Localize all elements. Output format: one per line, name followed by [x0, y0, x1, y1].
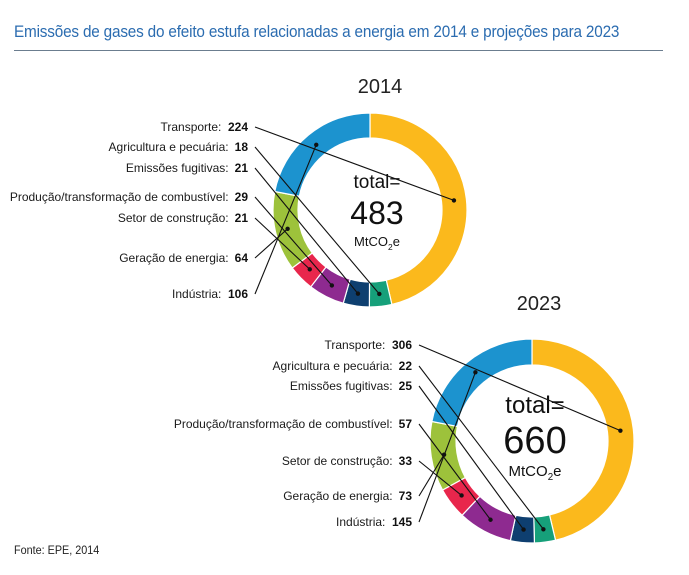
leader-dot: [285, 226, 290, 232]
donut-2014: 2014 224 Transporte: 18 Agricultura e pecuár…: [10, 76, 468, 308]
value-label: 64: [235, 251, 249, 265]
category-label: Transporte:: [324, 338, 385, 352]
leader-line-emissoes-fugitivas: [254, 167, 359, 294]
category-label: Emissões fugitivas:: [126, 161, 229, 175]
slice-transporte: [369, 112, 468, 306]
slice-industria: [274, 112, 371, 197]
chart-year-title: 2023: [517, 293, 562, 315]
leader-line-setor-de-construcao: [418, 460, 462, 496]
leader-line-transporte: [254, 126, 455, 201]
value-label: 57: [399, 417, 413, 431]
leader-dot: [355, 291, 361, 296]
category-label: Produção/transformação de combustível:: [174, 417, 393, 431]
category-label: Indústria:: [336, 515, 385, 529]
value-label: 306: [392, 338, 412, 352]
leader-dot: [473, 370, 478, 375]
value-label: 22: [399, 359, 413, 373]
slice-transporte: [531, 338, 635, 541]
leader-line-geracao-de-energia: [418, 454, 445, 497]
category-label: Geração de energia:: [119, 251, 228, 265]
category-label: Emissões fugitivas:: [290, 379, 393, 393]
category-label: Produção/transformação de combustível:: [10, 190, 229, 204]
value-label: 224: [228, 120, 248, 134]
leader-line-agricultura-e-pecuaria: [418, 365, 544, 530]
category-label: Agricultura e pecuária:: [273, 359, 393, 373]
value-label: 18: [235, 140, 249, 154]
total-unit: MtCO2e: [509, 463, 562, 483]
value-label: 73: [399, 489, 413, 503]
value-label: 25: [399, 379, 413, 393]
category-label: Setor de construção:: [118, 211, 229, 225]
total-value: 483: [350, 195, 403, 231]
value-label: 145: [392, 515, 412, 529]
leader-line-industria: [418, 372, 476, 523]
leader-dot: [451, 198, 457, 203]
leader-dot: [521, 527, 526, 532]
source-note: Fonte: EPE, 2014: [14, 543, 100, 557]
leader-line-emissoes-fugitivas: [418, 385, 524, 530]
leader-line-setor-de-construcao: [254, 217, 311, 270]
category-label: Transporte:: [160, 120, 221, 134]
value-label: 21: [235, 161, 249, 175]
category-label: Setor de construção:: [282, 454, 393, 468]
slice-industria: [431, 338, 533, 428]
leader-line-transporte: [418, 344, 621, 432]
value-label: 29: [235, 190, 249, 204]
leader-dot: [488, 517, 493, 522]
leader-dot: [314, 142, 319, 148]
total-label: total=: [505, 392, 564, 419]
category-label: Indústria:: [172, 287, 221, 301]
chart-title: Emissões de gases do efeito estufa relac…: [14, 22, 620, 41]
leader-line-producao-transformacao-de-combustivel: [254, 196, 333, 286]
leader-dot: [459, 493, 464, 498]
leader-dot: [377, 291, 382, 297]
value-label: 106: [228, 287, 248, 301]
leader-dot: [329, 283, 335, 288]
leader-line-agricultura-e-pecuaria: [254, 146, 380, 295]
total-label: total=: [353, 172, 400, 193]
value-label: 33: [399, 454, 413, 468]
leader-line-industria: [254, 144, 317, 295]
leader-line-geracao-de-energia: [254, 228, 288, 259]
leader-dot: [307, 267, 312, 272]
title-divider: [14, 50, 663, 51]
category-label: Geração de energia:: [283, 489, 392, 503]
category-label: Agricultura e pecuária:: [109, 140, 229, 154]
donut-2023: 2023 306 Transporte: 22 Agricultura e pecuár…: [174, 293, 635, 544]
total-unit: MtCO2e: [354, 234, 400, 252]
total-value: 660: [503, 420, 566, 462]
leader-line-producao-transformacao-de-combustivel: [418, 423, 491, 521]
leader-dot: [618, 428, 623, 433]
value-label: 21: [235, 211, 249, 225]
leader-dot: [541, 527, 546, 532]
chart-year-title: 2014: [358, 76, 403, 98]
